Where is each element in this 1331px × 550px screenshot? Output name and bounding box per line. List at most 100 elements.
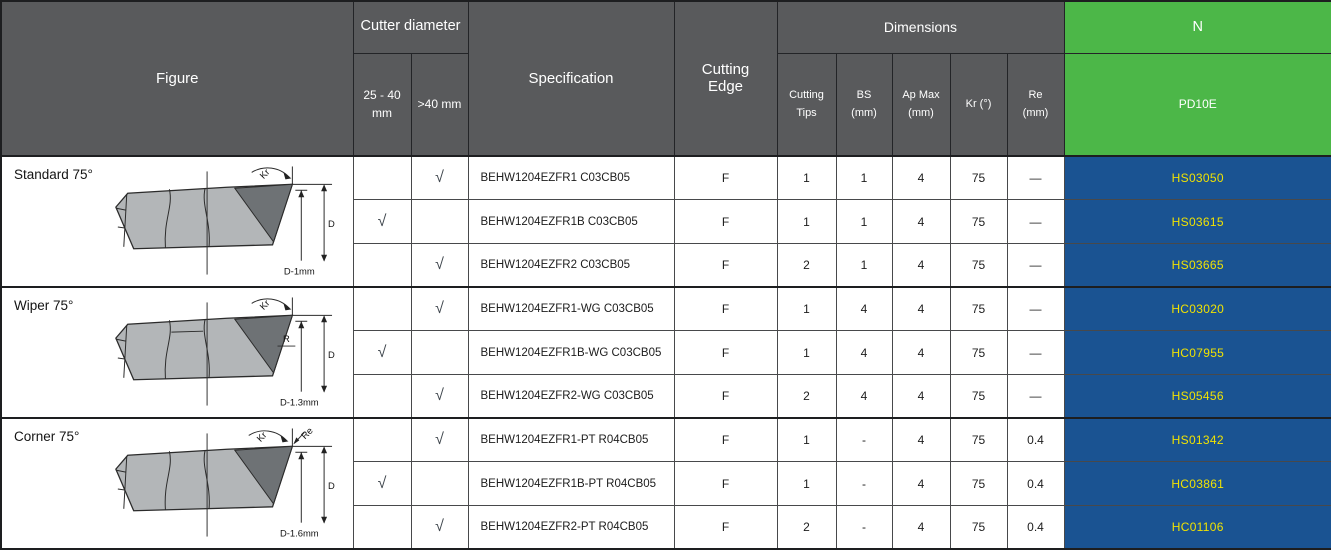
cell-order-code: HS03665 [1063, 242, 1331, 288]
cell-re: — [1006, 373, 1065, 419]
check-gt-40: √ [410, 373, 469, 419]
cell-bs: - [835, 505, 893, 550]
cell-ap-max: 4 [891, 242, 951, 288]
header-diameter-small: 25 - 40 mm [352, 52, 412, 157]
cell-re: — [1006, 155, 1065, 201]
header-dimensions: Dimensions [776, 0, 1065, 54]
cell-spec: BEHW1204EZFR1B-WG C03CB05 [467, 330, 675, 375]
check-gt-40 [410, 199, 469, 244]
d-dimension-label: D [328, 349, 335, 360]
cell-ap-max: 4 [891, 286, 951, 332]
insert-diagram-wiper-icon: Kr D D-1.3mm R [115, 297, 335, 408]
check-gt-40: √ [410, 417, 469, 463]
cell-bs: 1 [835, 199, 893, 244]
cell-bs: 4 [835, 330, 893, 375]
header-figure: Figure [0, 0, 354, 157]
header-bs: BS (mm) [835, 52, 893, 157]
header-kr: Kr (°) [949, 52, 1008, 157]
cell-kr: 75 [949, 461, 1008, 506]
cell-cutting-tips: 2 [776, 242, 837, 288]
insert-diagram-standard-icon: Kr D D-1mm [115, 166, 335, 277]
table-header: Figure Cutter diameter Specification Cut… [0, 0, 1331, 157]
check-25-40 [352, 155, 412, 201]
cell-kr: 75 [949, 286, 1008, 332]
cell-cutting-edge: F [673, 330, 778, 375]
cell-re: 0.4 [1006, 461, 1065, 506]
check-gt-40 [410, 330, 469, 375]
cell-order-code: HC07955 [1063, 330, 1331, 375]
check-25-40: √ [352, 461, 412, 506]
check-gt-40: √ [410, 155, 469, 201]
cell-cutting-edge: F [673, 242, 778, 288]
table-row: √ BEHW1204EZFR2-WG C03CB05 F 2 4 4 75 — … [1, 373, 1331, 419]
cell-kr: 75 [949, 330, 1008, 375]
figure-cell-wiper: Wiper 75° Kr [0, 286, 354, 419]
cell-bs: 4 [835, 373, 893, 419]
table-row: Corner 75° Kr Re [0, 417, 1331, 550]
table-row: √ BEHW1204EZFR2 C03CB05 F 2 1 4 75 — HS0… [1, 242, 1331, 288]
cell-ap-max: 4 [891, 461, 951, 506]
cell-spec: BEHW1204EZFR1-PT R04CB05 [467, 417, 675, 463]
table-row: √ BEHW1204EZFR1B C03CB05 F 1 1 4 75 — HS… [1, 199, 1331, 244]
figure-label: Standard 75° [14, 167, 93, 182]
check-25-40 [352, 286, 412, 332]
cell-re: — [1006, 242, 1065, 288]
cell-order-code: HC03020 [1063, 286, 1331, 332]
header-ap-max: Ap Max (mm) [891, 52, 951, 157]
wiper-radius-label: R [283, 333, 290, 344]
check-25-40: √ [352, 330, 412, 375]
cell-kr: 75 [949, 199, 1008, 244]
figure-label: Corner 75° [14, 429, 80, 445]
cell-ap-max: 4 [891, 373, 951, 419]
d-dimension-label: D [328, 218, 335, 229]
cell-ap-max: 4 [891, 199, 951, 244]
cell-order-code: HS01342 [1063, 417, 1331, 463]
table-row: Standard 75° Kr [0, 154, 1331, 288]
figure-cell-corner: Corner 75° Kr Re [0, 417, 354, 550]
cell-bs: - [835, 461, 893, 506]
cell-order-code: HS05456 [1063, 373, 1331, 419]
figure-label: Wiper 75° [14, 298, 74, 314]
cell-cutting-edge: F [673, 199, 778, 244]
cell-cutting-edge: F [673, 373, 778, 419]
table-row: √ BEHW1204EZFR1B-WG C03CB05 F 1 4 4 75 —… [1, 330, 1331, 375]
table-row: Wiper 75° Kr [0, 286, 1331, 419]
corner-radius-label: Re [299, 425, 315, 441]
table-row: √ BEHW1204EZFR2-PT R04CB05 F 2 - 4 75 0.… [1, 505, 1331, 550]
cell-ap-max: 4 [891, 155, 951, 201]
cell-spec: BEHW1204EZFR1 C03CB05 [467, 155, 675, 201]
cell-re: — [1006, 330, 1065, 375]
cell-spec: BEHW1204EZFR1B-PT R04CB05 [467, 461, 675, 506]
check-gt-40: √ [410, 286, 469, 332]
cell-order-code: HC01106 [1063, 505, 1331, 550]
cell-order-code: HC03861 [1063, 461, 1331, 506]
cell-re: — [1006, 199, 1065, 244]
header-re: Re (mm) [1006, 52, 1065, 157]
check-25-40 [352, 373, 412, 419]
d-offset-label: D-1.3mm [280, 397, 319, 408]
cell-bs: 1 [835, 242, 893, 288]
d-offset-label: D-1mm [284, 266, 315, 277]
check-25-40 [352, 505, 412, 550]
cell-order-code: HS03050 [1063, 155, 1331, 201]
cell-kr: 75 [949, 505, 1008, 550]
cell-cutting-edge: F [673, 286, 778, 332]
cell-spec: BEHW1204EZFR2-WG C03CB05 [467, 373, 675, 419]
cell-re: 0.4 [1006, 505, 1065, 550]
cell-bs: 1 [835, 155, 893, 201]
table-row: √ BEHW1204EZFR1B-PT R04CB05 F 1 - 4 75 0… [1, 461, 1331, 506]
cell-re: — [1006, 286, 1065, 332]
cell-cutting-tips: 2 [776, 505, 837, 550]
cell-spec: BEHW1204EZFR2-PT R04CB05 [467, 505, 675, 550]
check-25-40 [352, 242, 412, 288]
cell-spec: BEHW1204EZFR1B C03CB05 [467, 199, 675, 244]
check-gt-40: √ [410, 242, 469, 288]
cell-spec: BEHW1204EZFR1-WG C03CB05 [467, 286, 675, 332]
header-cutter-diameter: Cutter diameter [352, 0, 469, 54]
cell-kr: 75 [949, 155, 1008, 201]
cell-kr: 75 [949, 373, 1008, 419]
check-25-40 [352, 417, 412, 463]
cell-cutting-edge: F [673, 461, 778, 506]
header-cutting-tips: Cutting Tips [776, 52, 837, 157]
